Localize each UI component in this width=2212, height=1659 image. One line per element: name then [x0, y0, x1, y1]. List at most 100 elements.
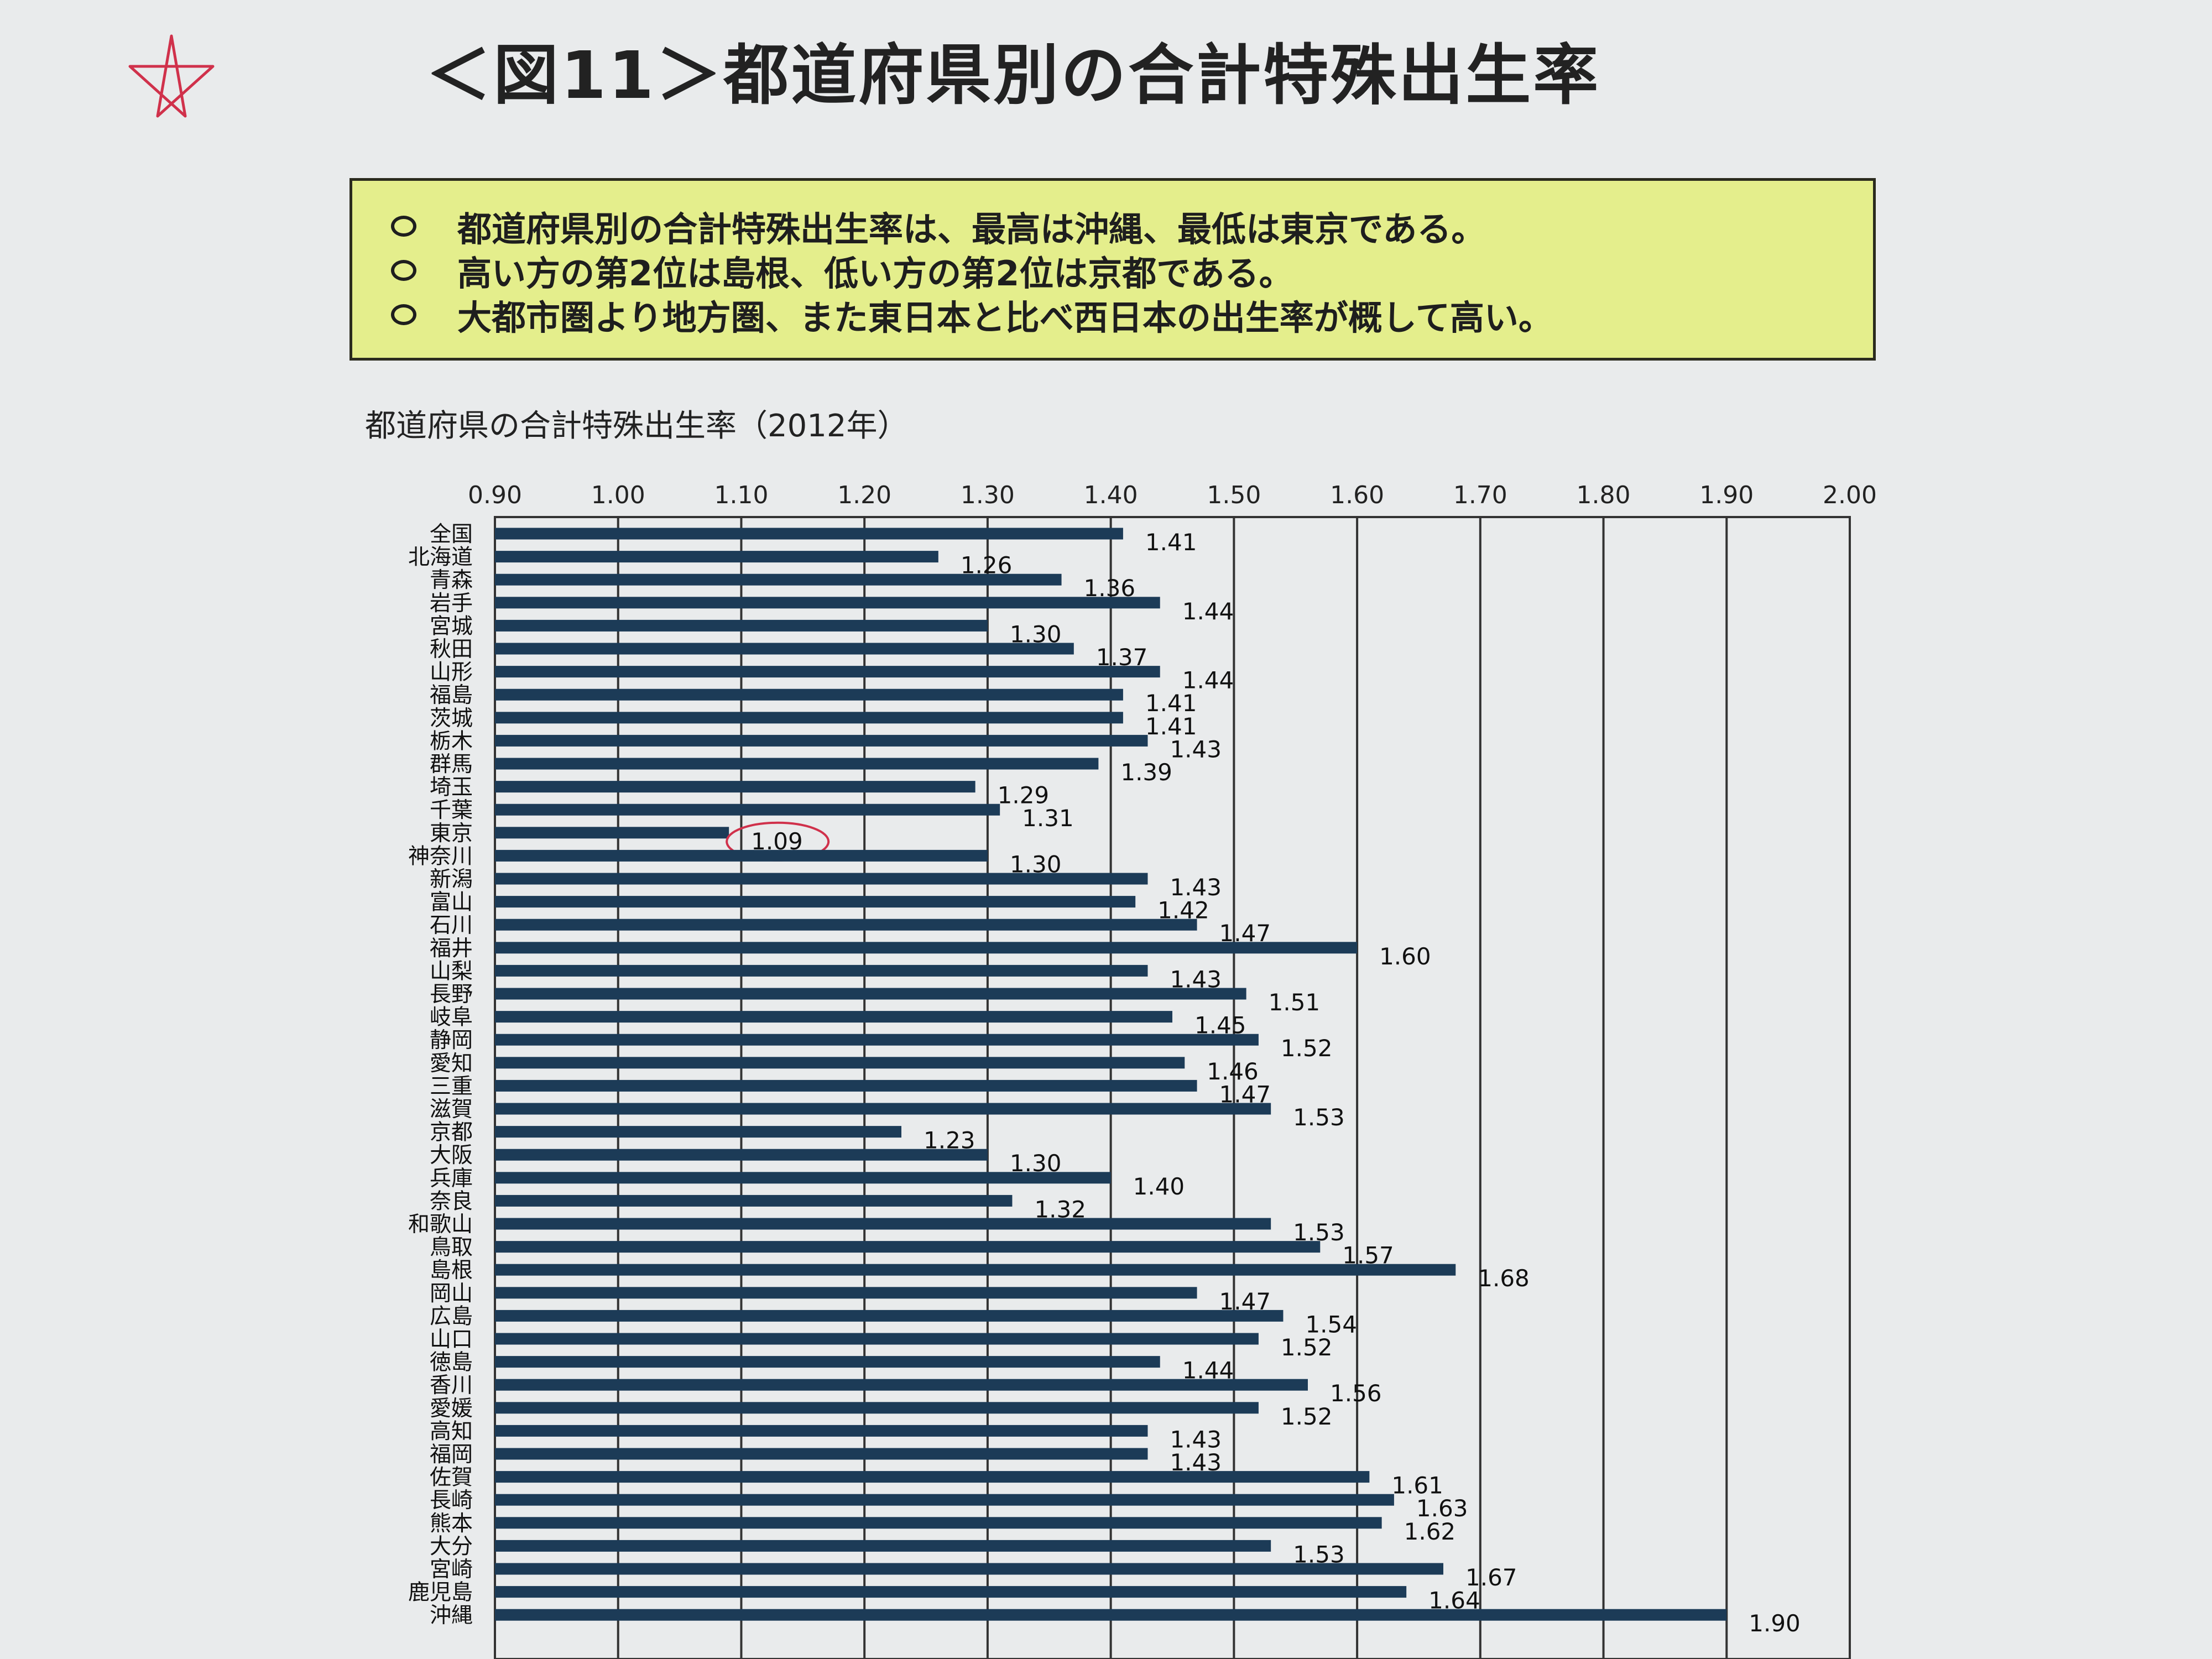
- summary-line: 大都市圏より地方圏、また東日本と比べ西日本の出生率が概して高い。: [391, 293, 1873, 338]
- category-label: 岐阜: [430, 1005, 473, 1030]
- category-label: 埼玉: [430, 775, 473, 800]
- category-label: 鹿児島: [408, 1580, 473, 1605]
- category-label: 長崎: [430, 1488, 473, 1513]
- summary-text: 高い方の第2位は島根、低い方の第2位は京都である。: [457, 253, 1293, 294]
- category-label: 愛媛: [430, 1396, 473, 1421]
- value-label: 1.40: [1133, 1173, 1185, 1200]
- bar: [495, 1540, 1271, 1552]
- bar: [495, 873, 1148, 885]
- bar: [495, 1471, 1370, 1483]
- category-label: 徳島: [430, 1350, 473, 1375]
- category-label: 北海道: [408, 545, 473, 570]
- bar: [495, 1079, 1197, 1092]
- value-label: 1.46: [1207, 1058, 1259, 1085]
- chart-title: 都道府県の合計特殊出生率（2012年）: [365, 408, 909, 444]
- x-tick-label: 1.70: [1453, 481, 1507, 509]
- bar: [495, 573, 1062, 586]
- bar: [495, 1402, 1259, 1414]
- category-label: 長野: [430, 982, 473, 1007]
- value-label: 1.51: [1269, 989, 1321, 1016]
- value-label: 1.43: [1170, 1426, 1222, 1453]
- bar: [495, 1517, 1382, 1529]
- category-label: 大阪: [430, 1143, 473, 1168]
- bar: [495, 1448, 1148, 1460]
- circle-bullet-icon: [391, 304, 416, 325]
- value-label: 1.62: [1404, 1518, 1456, 1545]
- bar: [495, 1333, 1259, 1345]
- category-label: 大分: [430, 1534, 473, 1559]
- value-label: 1.52: [1281, 1403, 1333, 1430]
- summary-line: 都道府県別の合計特殊出生率は、最高は沖縄、最低は東京である。: [391, 204, 1873, 249]
- category-label: 東京: [430, 821, 473, 846]
- category-label: 宮城: [430, 614, 473, 639]
- bar: [495, 781, 975, 793]
- circle-bullet-icon: [391, 216, 416, 237]
- value-label: 1.43: [1170, 735, 1222, 763]
- value-label: 1.44: [1182, 667, 1234, 694]
- value-label: 1.61: [1391, 1472, 1443, 1499]
- category-label: 宮崎: [430, 1557, 473, 1582]
- circle-bullet-icon: [391, 260, 416, 281]
- category-label: 広島: [430, 1304, 473, 1329]
- bar: [495, 1194, 1013, 1207]
- category-label: 福島: [430, 683, 473, 708]
- value-label: 1.54: [1305, 1311, 1357, 1338]
- summary-text: 大都市圏より地方圏、また東日本と比べ西日本の出生率が概して高い。: [457, 298, 1553, 338]
- summary-line: 高い方の第2位は島根、低い方の第2位は京都である。: [391, 248, 1873, 294]
- hand-drawn-star-icon: [128, 34, 215, 118]
- bar: [495, 1241, 1321, 1253]
- category-label: 福岡: [430, 1442, 473, 1467]
- value-label: 1.56: [1330, 1380, 1382, 1407]
- bar: [495, 1126, 901, 1138]
- category-label: 秋田: [430, 637, 473, 662]
- category-label: 茨城: [430, 706, 473, 731]
- value-label: 1.63: [1416, 1495, 1468, 1522]
- value-label: 1.67: [1465, 1564, 1517, 1591]
- bar: [495, 1103, 1271, 1115]
- category-label: 奈良: [430, 1189, 473, 1214]
- bar: [495, 964, 1148, 977]
- category-label: 三重: [430, 1074, 473, 1099]
- x-tick-label: 1.90: [1699, 481, 1754, 509]
- value-label: 1.68: [1478, 1265, 1530, 1292]
- bar: [495, 666, 1160, 678]
- x-tick-label: 0.90: [468, 481, 522, 509]
- x-tick-label: 1.20: [837, 481, 891, 509]
- bar: [495, 1172, 1111, 1184]
- category-label: 愛知: [430, 1051, 473, 1076]
- bar: [495, 988, 1246, 1000]
- bar: [495, 1287, 1197, 1299]
- bar: [495, 1149, 988, 1161]
- bar: [495, 1264, 1456, 1276]
- bar: [495, 1586, 1407, 1598]
- category-label: 島根: [430, 1258, 473, 1283]
- bar: [495, 597, 1160, 609]
- bar: [495, 688, 1123, 701]
- x-tick-label: 1.80: [1577, 481, 1631, 509]
- value-label: 1.43: [1170, 874, 1222, 901]
- category-label: 福井: [430, 936, 473, 961]
- category-label: 岡山: [430, 1281, 473, 1306]
- category-label: 香川: [430, 1373, 473, 1398]
- category-label: 沖縄: [430, 1603, 473, 1628]
- category-label: 千葉: [430, 798, 473, 823]
- bar: [495, 919, 1197, 931]
- category-label: 鳥取: [430, 1235, 473, 1260]
- value-label: 1.41: [1145, 690, 1197, 717]
- bar: [495, 528, 1123, 540]
- category-label: 全国: [430, 522, 473, 547]
- bar: [495, 1609, 1727, 1621]
- value-label: 1.60: [1379, 943, 1431, 970]
- category-label: 青森: [430, 568, 473, 593]
- category-label: 和歌山: [408, 1212, 473, 1237]
- category-label: 滋賀: [430, 1097, 473, 1122]
- value-label: 1.52: [1281, 1334, 1333, 1361]
- value-label: 1.90: [1749, 1610, 1801, 1637]
- bar: [495, 1356, 1160, 1368]
- bar: [495, 1379, 1308, 1391]
- figure-title: ＜図11＞都道府県別の合計特殊出生率: [426, 37, 1601, 113]
- value-label: 1.39: [1120, 759, 1172, 786]
- bar: [495, 619, 988, 632]
- category-label: 新潟: [430, 867, 473, 892]
